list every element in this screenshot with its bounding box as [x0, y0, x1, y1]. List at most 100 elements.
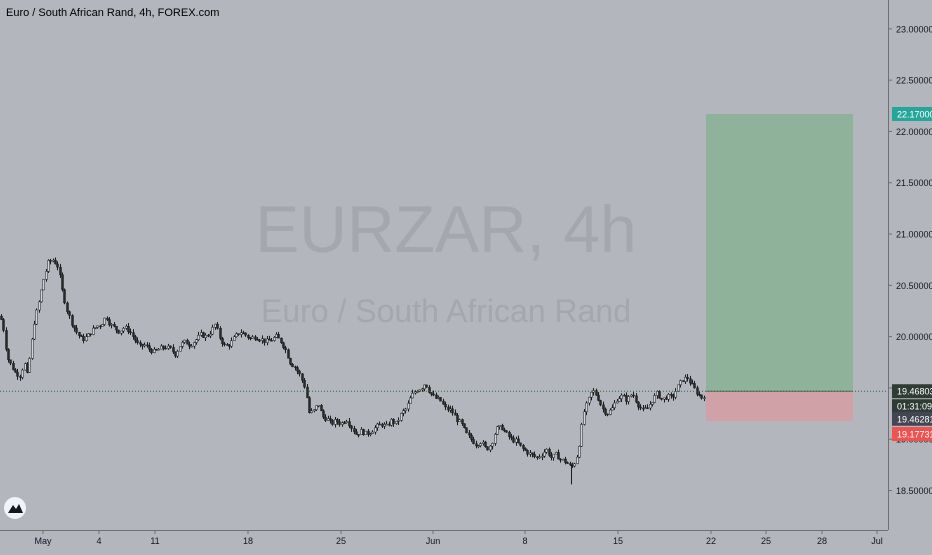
candle-body	[454, 412, 457, 416]
candle-body	[92, 327, 95, 335]
candle-body	[200, 332, 203, 336]
candle-body	[649, 404, 652, 409]
candle-body	[653, 395, 656, 403]
x-tick-label: 25	[761, 536, 771, 546]
candle-body	[136, 340, 139, 343]
candle-body	[277, 334, 280, 339]
x-tick-label: 22	[706, 536, 716, 546]
candle-body	[242, 332, 245, 334]
candle-body	[444, 403, 447, 408]
position-zones[interactable]	[706, 114, 853, 422]
candle-body	[602, 404, 605, 410]
candle-body	[174, 351, 177, 357]
candle-body	[402, 410, 405, 414]
candle-body	[315, 405, 318, 410]
y-tick-label: 20.50000	[896, 281, 932, 291]
candle-body	[336, 419, 339, 423]
candle-body	[550, 455, 553, 458]
countdown-label-bg	[892, 399, 932, 414]
candle-body	[580, 424, 583, 447]
candle-body	[162, 345, 165, 349]
candle-body	[611, 407, 614, 411]
candle-body	[353, 428, 356, 433]
y-tick-label: 20.00000	[896, 332, 932, 342]
candle-body	[78, 332, 81, 336]
candle-body	[583, 411, 586, 425]
tradingview-logo[interactable]	[4, 497, 26, 519]
candle-body	[9, 359, 12, 364]
candle-body	[609, 409, 612, 415]
candle-body	[623, 394, 626, 397]
candle-body	[244, 332, 247, 336]
candle-body	[63, 289, 66, 304]
candle-body	[639, 406, 642, 409]
candle-body	[646, 407, 649, 410]
candle-body	[129, 331, 132, 334]
candle-body	[388, 423, 391, 426]
candle-body	[45, 271, 48, 280]
candle-body	[2, 319, 5, 331]
candle-body	[552, 453, 555, 458]
candle-body	[268, 338, 271, 341]
candle-body	[80, 335, 83, 337]
candle-body	[190, 345, 193, 348]
candle-body	[99, 325, 102, 328]
candle-body	[585, 402, 588, 412]
candle-body	[425, 384, 428, 388]
candle-body	[533, 454, 536, 457]
candle-body	[291, 363, 294, 367]
candle-body	[141, 343, 144, 347]
candle-body	[167, 345, 170, 349]
candle-body	[590, 391, 593, 398]
candle-body	[188, 343, 191, 347]
candle-body	[59, 266, 62, 276]
candle-body	[164, 347, 167, 350]
candle-body	[562, 458, 565, 461]
candle-body	[548, 448, 551, 456]
candle-body	[66, 302, 69, 312]
candle-body	[197, 335, 200, 340]
candle-body	[418, 389, 421, 392]
candle-body	[371, 431, 374, 434]
candle-body	[367, 430, 370, 435]
candle-body	[132, 332, 135, 337]
candle-body	[308, 397, 311, 413]
candle-body	[421, 388, 424, 391]
candle-body	[169, 345, 172, 348]
candle-body	[606, 413, 609, 416]
candle-body	[284, 347, 287, 350]
candle-body	[566, 462, 569, 464]
candle-body	[559, 458, 562, 461]
candle-body	[522, 445, 525, 449]
y-tick-label: 23.00000	[896, 24, 932, 34]
y-tick-label: 18.50000	[896, 486, 932, 496]
candle-body	[390, 419, 393, 426]
watermark-description: Euro / South African Rand	[261, 293, 631, 329]
candle-body	[392, 419, 395, 424]
candle-body	[677, 384, 680, 392]
candle-body	[273, 337, 276, 341]
candle-body	[117, 329, 120, 334]
candle-body	[684, 376, 687, 382]
candle-body	[127, 326, 130, 333]
take-profit-label: 22.17000	[892, 107, 932, 121]
candle-body	[334, 419, 337, 425]
candle-body	[644, 407, 647, 410]
candle-body	[103, 317, 106, 325]
candle-body	[211, 327, 214, 335]
candle-body	[153, 349, 156, 353]
candle-body	[515, 438, 518, 443]
candle-body	[313, 409, 316, 412]
candle-body	[0, 315, 3, 320]
stop-loss-label-text: 19.17731	[897, 430, 932, 440]
candle-body	[362, 429, 365, 435]
candle-body	[524, 448, 527, 451]
candle-body	[139, 342, 142, 345]
candle-body	[19, 376, 22, 378]
candle-body	[691, 382, 694, 385]
time-axis[interactable]: May 4 11 18 25 Jun 8 15 22 25 28 Jul	[34, 530, 883, 546]
candle-body	[536, 456, 539, 458]
candle-body	[414, 391, 417, 394]
